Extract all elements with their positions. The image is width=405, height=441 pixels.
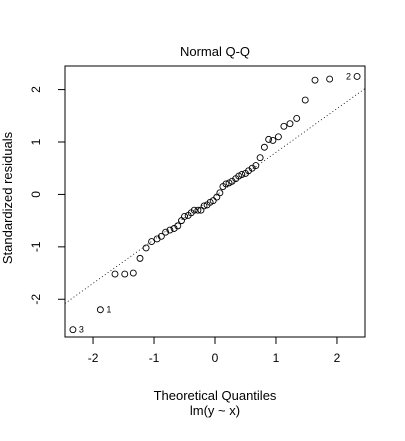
data-point xyxy=(166,226,174,234)
data-point xyxy=(174,222,182,230)
y-axis: -2 -1 0 1 2 xyxy=(29,86,65,305)
plot-frame xyxy=(64,65,366,338)
reference-line-layer xyxy=(64,88,366,304)
data-point xyxy=(96,306,104,314)
point-label: 2 xyxy=(346,71,351,81)
point-labels-layer: 3 1 2 xyxy=(79,71,351,334)
x-tick-label: -1 xyxy=(149,351,160,365)
data-point xyxy=(238,171,246,178)
point-label: 1 xyxy=(106,305,111,315)
data-point xyxy=(121,270,129,278)
y-tick-label: 2 xyxy=(29,86,43,93)
data-point xyxy=(200,202,208,210)
x-tick-label: 1 xyxy=(273,351,280,365)
x-axis: -2 -1 0 1 2 xyxy=(88,337,341,365)
data-point xyxy=(209,197,217,205)
data-point xyxy=(162,228,170,236)
y-tick-label: 1 xyxy=(29,138,43,145)
data-point xyxy=(181,212,188,220)
data-point xyxy=(252,162,260,170)
data-point xyxy=(265,135,273,143)
data-point xyxy=(301,96,309,104)
x-tick-label: 0 xyxy=(212,351,219,365)
data-point xyxy=(194,206,202,214)
data-point xyxy=(260,143,268,151)
data-point xyxy=(353,73,361,80)
reference-line xyxy=(64,88,366,304)
data-point xyxy=(326,75,334,83)
data-point xyxy=(213,193,221,201)
data-point xyxy=(178,217,185,225)
data-point xyxy=(157,232,165,240)
x-axis-subtitle: lm(y ~ x) xyxy=(190,403,240,418)
data-point xyxy=(111,270,119,278)
points-layer xyxy=(69,73,361,334)
data-point xyxy=(136,254,144,262)
point-label: 3 xyxy=(79,325,84,335)
x-axis-label: Theoretical Quantiles xyxy=(154,388,277,403)
data-point xyxy=(311,76,319,84)
data-point xyxy=(286,120,294,128)
y-tick-label: -1 xyxy=(29,241,43,252)
data-point xyxy=(293,114,301,122)
data-point xyxy=(129,269,137,277)
x-tick-label: 2 xyxy=(334,351,341,365)
data-point xyxy=(280,122,288,130)
data-point xyxy=(142,244,150,252)
chart-title: Normal Q-Q xyxy=(180,44,250,59)
y-axis-label: Standardized residuals xyxy=(0,131,15,264)
data-point xyxy=(274,133,282,141)
data-point xyxy=(216,189,224,197)
data-point xyxy=(148,238,156,246)
data-point xyxy=(69,326,77,334)
data-point xyxy=(222,180,230,188)
y-tick-label: -2 xyxy=(29,294,43,305)
x-tick-label: -2 xyxy=(88,351,99,365)
data-point xyxy=(256,154,264,162)
y-tick-label: 0 xyxy=(29,191,43,198)
data-point xyxy=(269,136,277,144)
data-point xyxy=(190,206,198,214)
